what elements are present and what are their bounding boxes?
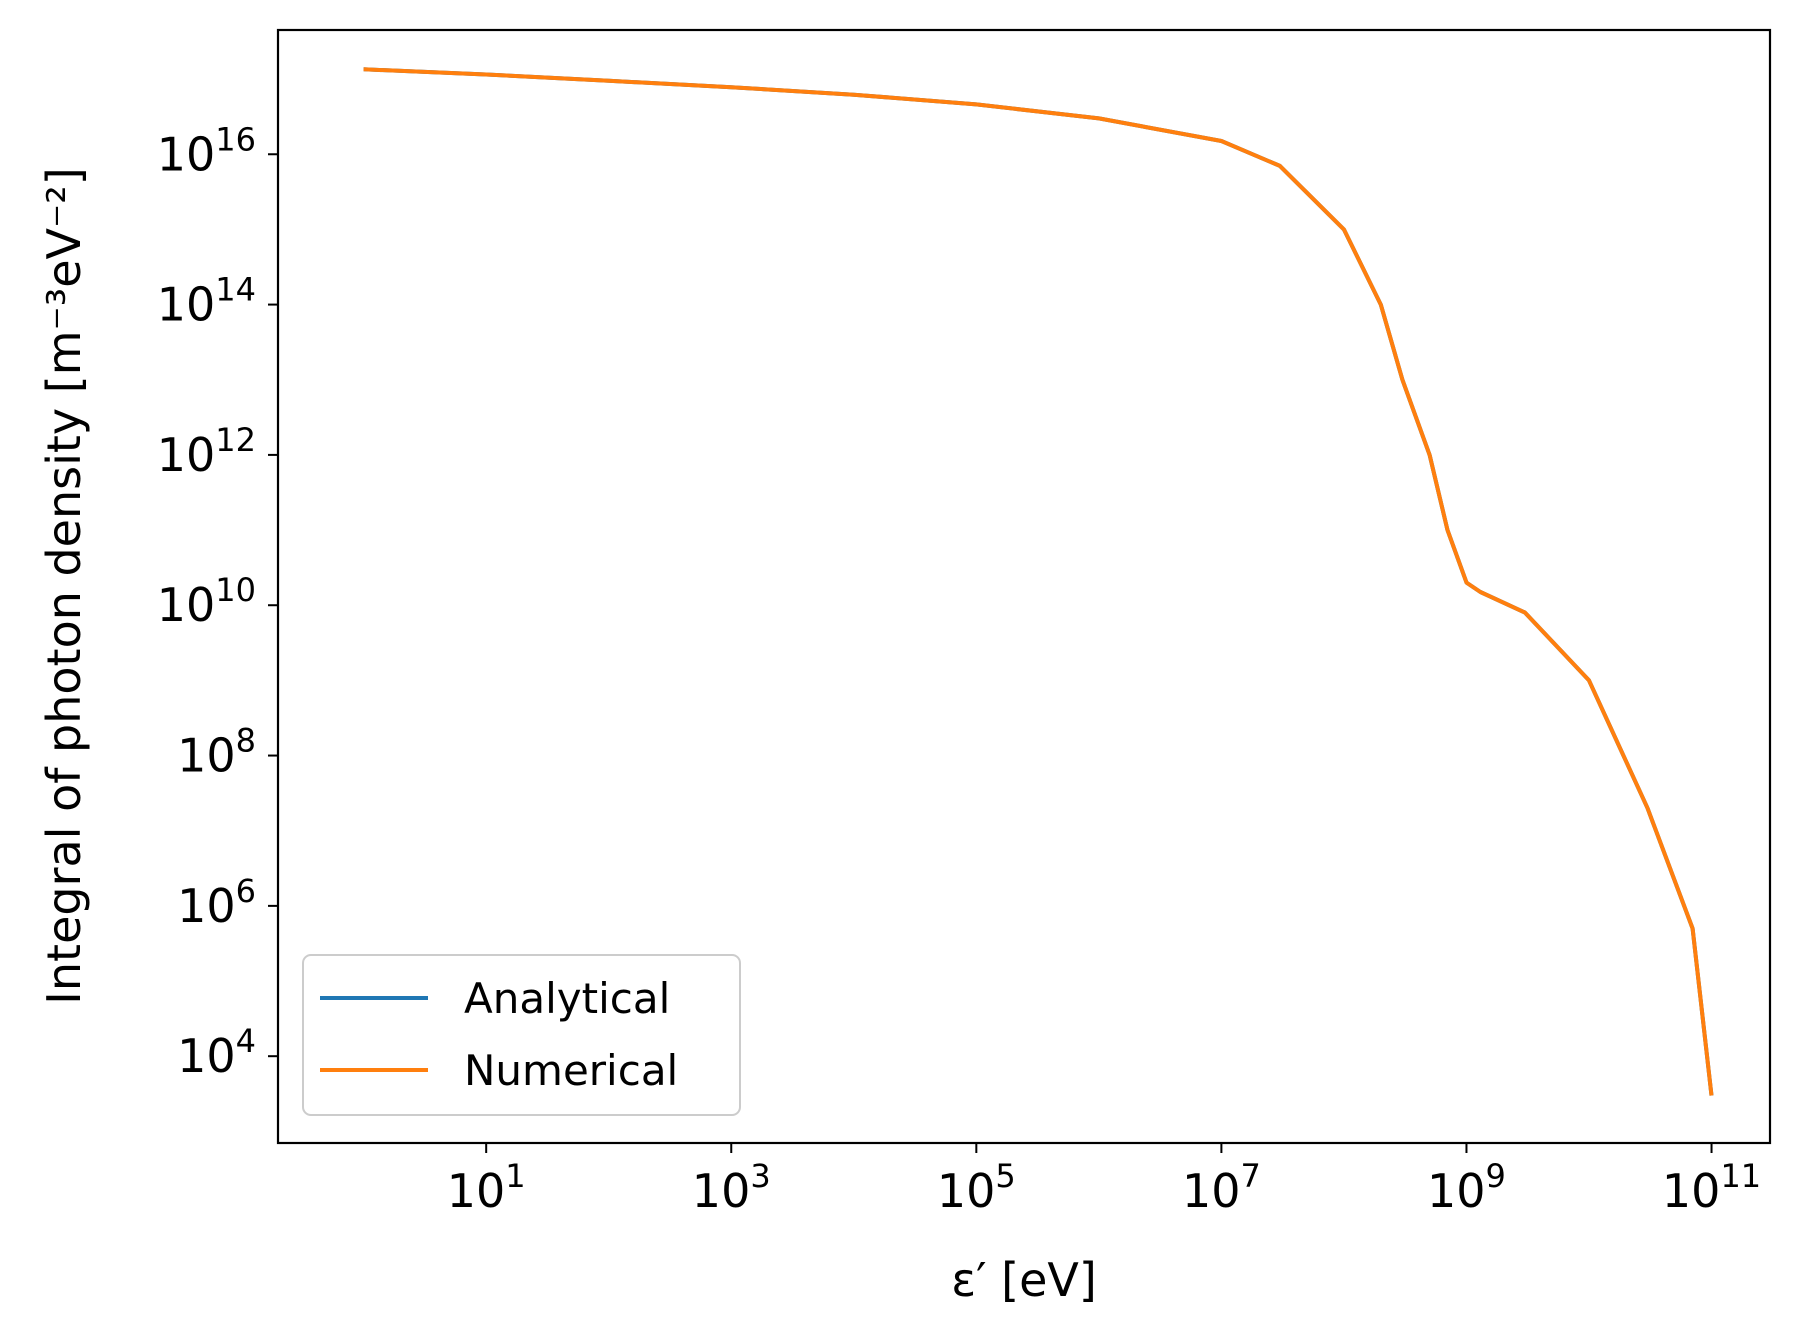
y-axis-label: Integral of photon density [m⁻³eV⁻²]	[37, 167, 91, 1004]
x-tick-label: 1011	[1662, 1157, 1761, 1218]
legend-label-numerical: Numerical	[464, 1046, 678, 1095]
x-tick-label: 109	[1427, 1157, 1506, 1218]
x-tick-label: 107	[1182, 1157, 1261, 1218]
x-tick-label: 101	[447, 1157, 526, 1218]
y-tick-label: 1010	[157, 571, 256, 632]
axes-frame	[276, 28, 1772, 1145]
y-tick-label: 108	[177, 722, 256, 783]
y-tick-label: 1014	[157, 271, 256, 332]
x-axis-label: ε′ [eV]	[951, 1253, 1097, 1307]
x-tick-label: 105	[937, 1157, 1016, 1218]
y-tick-label: 1012	[157, 421, 256, 482]
y-tick-label: 106	[177, 872, 256, 933]
x-tick-label: 103	[692, 1157, 771, 1218]
y-tick-label: 104	[177, 1022, 256, 1083]
series-line-analytical	[363, 67, 1714, 1096]
legend: Analytical Numerical	[302, 954, 741, 1116]
x-axis-ticks: 101 103 105 107 109 1011	[447, 1143, 1761, 1218]
series-line-numerical	[363, 67, 1714, 1096]
legend-label-analytical: Analytical	[464, 974, 670, 1023]
series-layer	[363, 67, 1714, 1096]
y-axis-ticks: 104 106 108 1010 1012 1014 1016	[157, 120, 278, 1083]
y-tick-label: 1016	[157, 120, 256, 181]
legend-box	[302, 954, 741, 1116]
